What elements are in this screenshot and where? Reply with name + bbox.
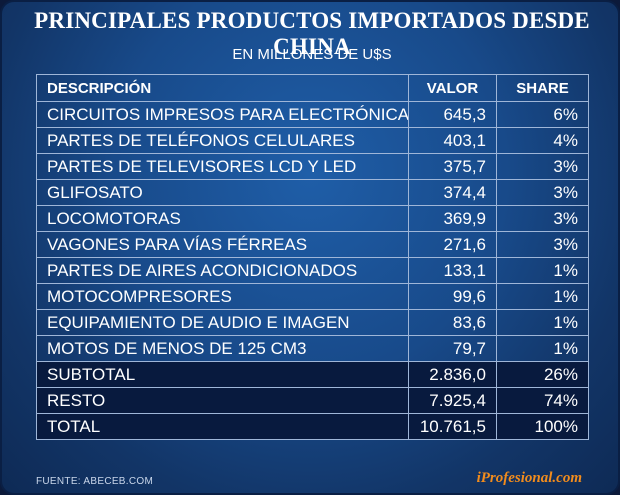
cell-value: 645,3 <box>408 101 497 128</box>
cell-value: 133,1 <box>408 257 497 284</box>
cell-share: 1% <box>496 283 589 310</box>
table-row: PARTES DE AIRES ACONDICIONADOS 133,1 1% <box>36 257 589 284</box>
cell-description: PARTES DE TELEVISORES LCD Y LED <box>36 153 409 180</box>
cell-value: 375,7 <box>408 153 497 180</box>
page-title: PRINCIPALES PRODUCTOS IMPORTADOS DESDE C… <box>34 8 590 59</box>
cell-share: 4% <box>496 127 589 154</box>
table-row: PARTES DE TELÉFONOS CELULARES 403,1 4% <box>36 127 589 154</box>
table-row: EQUIPAMIENTO DE AUDIO E IMAGEN 83,6 1% <box>36 309 589 336</box>
imports-table: DESCRIPCIÓN VALOR SHARE CIRCUITOS IMPRES… <box>36 74 589 440</box>
cell-description: MOTOCOMPRESORES <box>36 283 409 310</box>
cell-share: 3% <box>496 231 589 258</box>
cell-share: 1% <box>496 309 589 336</box>
column-header-value: VALOR <box>408 74 497 102</box>
table-row: SUBTOTAL 2.836,0 26% <box>36 361 589 388</box>
table-row: VAGONES PARA VÍAS FÉRREAS 271,6 3% <box>36 231 589 258</box>
cell-share: 1% <box>496 257 589 284</box>
cell-description: VAGONES PARA VÍAS FÉRREAS <box>36 231 409 258</box>
column-header-description: DESCRIPCIÓN <box>36 74 409 102</box>
brand-logo: iProfesional.com <box>476 470 582 486</box>
table-row: MOTOS DE MENOS DE 125 CM3 79,7 1% <box>36 335 589 362</box>
cell-value: 403,1 <box>408 127 497 154</box>
cell-description: EQUIPAMIENTO DE AUDIO E IMAGEN <box>36 309 409 336</box>
cell-share: 26% <box>496 361 589 388</box>
column-header-share: SHARE <box>496 74 589 102</box>
cell-share: 74% <box>496 387 589 414</box>
cell-value: 2.836,0 <box>408 361 497 388</box>
table-row: MOTOCOMPRESORES 99,6 1% <box>36 283 589 310</box>
cell-description: LOCOMOTORAS <box>36 205 409 232</box>
table-row: PARTES DE TELEVISORES LCD Y LED 375,7 3% <box>36 153 589 180</box>
cell-share: 3% <box>496 179 589 206</box>
cell-value: 374,4 <box>408 179 497 206</box>
cell-share: 1% <box>496 335 589 362</box>
cell-value: 7.925,4 <box>408 387 497 414</box>
cell-description: SUBTOTAL <box>36 361 409 388</box>
cell-value: 369,9 <box>408 205 497 232</box>
cell-value: 99,6 <box>408 283 497 310</box>
table-header-row: DESCRIPCIÓN VALOR SHARE <box>36 74 589 102</box>
cell-value: 10.761,5 <box>408 413 497 440</box>
table-row: RESTO 7.925,4 74% <box>36 387 589 414</box>
source-note: FUENTE: ABECEB.COM <box>36 476 154 487</box>
page-subtitle: EN MILLONES DE U$S <box>232 46 392 63</box>
cell-description: CIRCUITOS IMPRESOS PARA ELECTRÓNICA <box>36 101 409 128</box>
cell-description: RESTO <box>36 387 409 414</box>
cell-value: 79,7 <box>408 335 497 362</box>
table-body: CIRCUITOS IMPRESOS PARA ELECTRÓNICA 645,3… <box>36 101 589 440</box>
cell-description: GLIFOSATO <box>36 179 409 206</box>
cell-description: PARTES DE AIRES ACONDICIONADOS <box>36 257 409 284</box>
table-row: LOCOMOTORAS 369,9 3% <box>36 205 589 232</box>
table-row: TOTAL 10.761,5 100% <box>36 413 589 440</box>
cell-description: MOTOS DE MENOS DE 125 CM3 <box>36 335 409 362</box>
cell-value: 271,6 <box>408 231 497 258</box>
cell-share: 3% <box>496 205 589 232</box>
cell-share: 3% <box>496 153 589 180</box>
cell-value: 83,6 <box>408 309 497 336</box>
cell-share: 100% <box>496 413 589 440</box>
cell-share: 6% <box>496 101 589 128</box>
cell-description: PARTES DE TELÉFONOS CELULARES <box>36 127 409 154</box>
cell-description: TOTAL <box>36 413 409 440</box>
table-row: CIRCUITOS IMPRESOS PARA ELECTRÓNICA 645,3… <box>36 101 589 128</box>
table-row: GLIFOSATO 374,4 3% <box>36 179 589 206</box>
